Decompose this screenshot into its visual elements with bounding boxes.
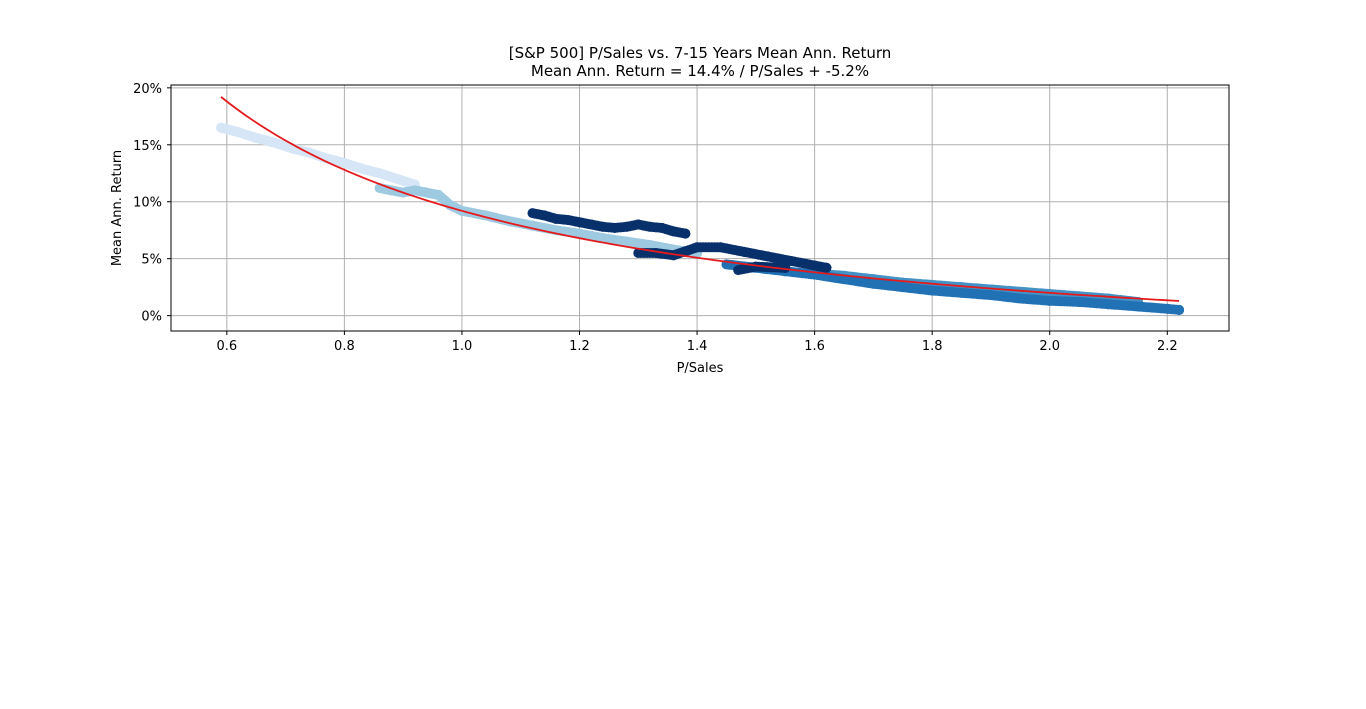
data-point: [680, 228, 691, 239]
y-tick-label: 0%: [141, 310, 162, 325]
data-point: [821, 262, 832, 273]
x-tick-label: 0.8: [334, 339, 355, 354]
fit-line: [220, 96, 1180, 302]
y-axis-label: Mean Ann. Return: [110, 150, 125, 266]
x-tick-label: 0.6: [216, 339, 237, 354]
ticks-layer: 0.6 0.8 1.0 1.2 1.4 1.6 1.8 2.0 2.2 0% 5% 10% 15% 20%: [133, 82, 1178, 354]
y-tick-label: 20%: [133, 82, 162, 97]
x-tick-label: 2.0: [1039, 339, 1060, 354]
chart-title: [S&P 500] P/Sales vs. 7-15 Years Mean An…: [509, 44, 892, 62]
plot-frame: [170, 84, 1230, 332]
x-tick-label: 1.2: [569, 339, 590, 354]
data-point: [780, 262, 791, 273]
y-tick-label: 5%: [141, 253, 162, 268]
x-tick-label: 1.6: [804, 339, 825, 354]
point-series-4: [527, 208, 832, 276]
y-tick-label: 10%: [133, 196, 162, 211]
data-point: [1174, 304, 1185, 315]
x-tick-label: 1.8: [922, 339, 943, 354]
fit-layer: [220, 96, 1180, 302]
x-tick-label: 2.2: [1157, 339, 1178, 354]
y-tick-label: 15%: [133, 139, 162, 154]
chart-subtitle: Mean Ann. Return = 14.4% / P/Sales + -5.…: [531, 62, 869, 80]
x-axis-label: P/Sales: [677, 361, 724, 376]
x-tick-label: 1.0: [452, 339, 473, 354]
x-tick-label: 1.4: [687, 339, 708, 354]
